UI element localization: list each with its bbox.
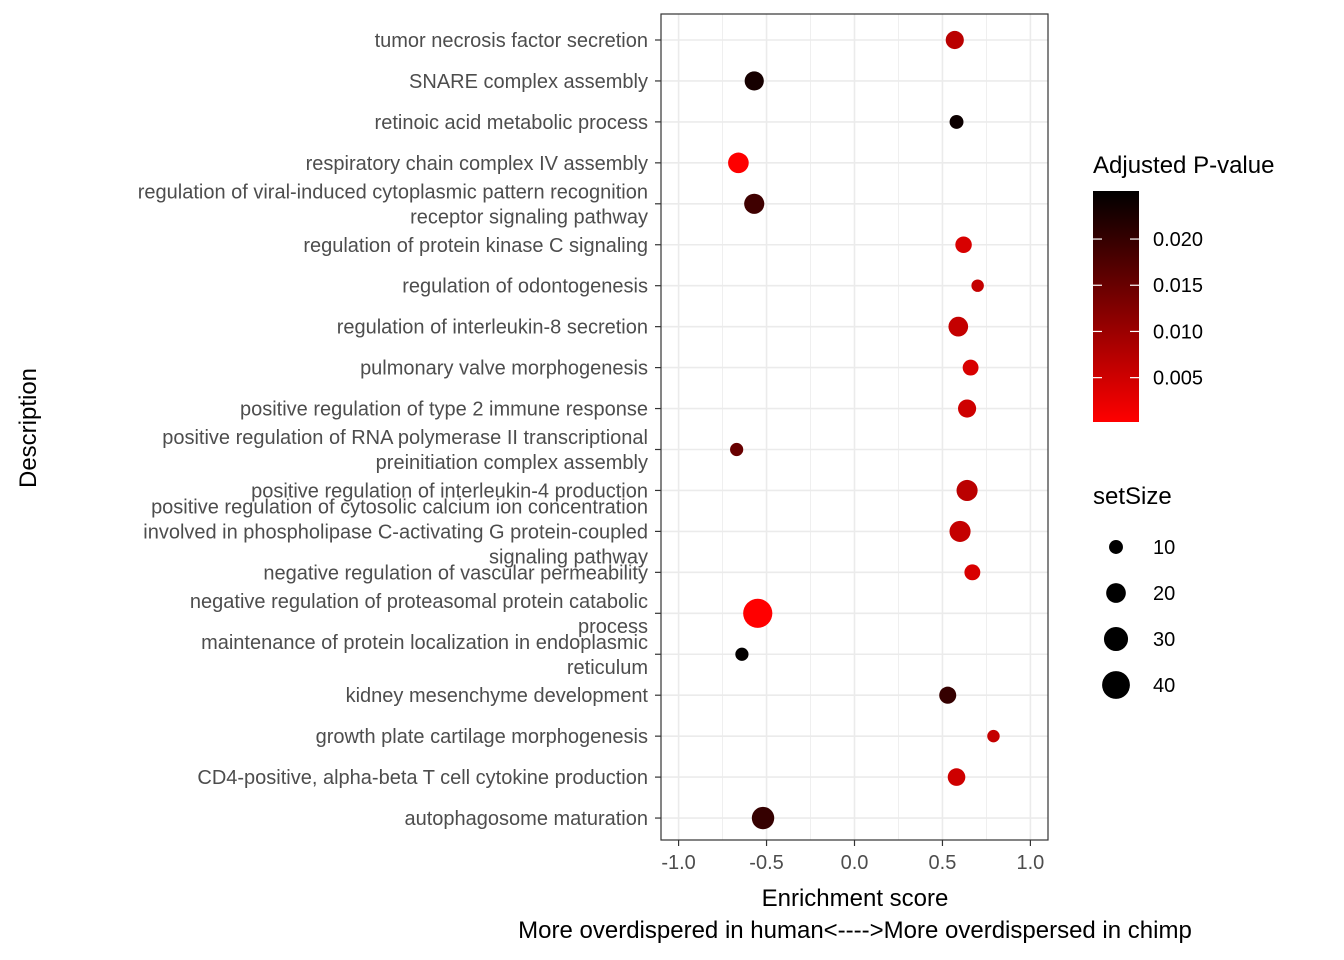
y-tick-label: regulation of viral-induced cytoplasmic … bbox=[138, 181, 648, 203]
x-tick-label: 0.0 bbox=[841, 852, 869, 874]
size-legend-key bbox=[1106, 583, 1126, 603]
y-tick-label: tumor necrosis factor secretion bbox=[375, 30, 648, 52]
y-tick-label: involved in phospholipase C-activating G… bbox=[143, 521, 648, 543]
size-legend: setSize 10 20 30 40 bbox=[1093, 483, 1175, 699]
color-legend-bar bbox=[1093, 191, 1139, 422]
y-tick-label: signaling pathway bbox=[489, 546, 648, 568]
y-tick-label: kidney mesenchyme development bbox=[346, 685, 649, 707]
data-point bbox=[730, 442, 744, 457]
y-axis-title: Description bbox=[15, 368, 42, 488]
data-point bbox=[955, 236, 972, 253]
data-point bbox=[728, 152, 749, 174]
data-point bbox=[947, 768, 966, 786]
y-tick-label: regulation of interleukin-8 secretion bbox=[337, 317, 648, 339]
size-legend-label: 20 bbox=[1153, 583, 1175, 605]
y-tick-label: receptor signaling pathway bbox=[410, 206, 648, 228]
color-legend-label: 0.010 bbox=[1153, 321, 1203, 343]
y-tick-label: positive regulation of cytosolic calcium… bbox=[151, 496, 648, 518]
y-axis-ticks: tumor necrosis factor secretion SNARE com… bbox=[138, 30, 661, 830]
data-point bbox=[958, 399, 977, 418]
y-tick-label: retinoic acid metabolic process bbox=[375, 112, 648, 134]
y-tick-label: autophagosome maturation bbox=[405, 808, 649, 830]
y-tick-label: positive regulation of RNA polymerase II… bbox=[162, 427, 648, 449]
y-tick-label: SNARE complex assembly bbox=[409, 71, 648, 93]
y-tick-label: negative regulation of proteasomal prote… bbox=[190, 591, 648, 613]
data-point bbox=[939, 686, 957, 704]
data-point bbox=[964, 564, 981, 581]
data-point bbox=[949, 520, 971, 542]
y-tick-label: positive regulation of type 2 immune res… bbox=[240, 399, 648, 421]
size-legend-key bbox=[1102, 671, 1130, 699]
data-point bbox=[962, 359, 979, 376]
data-point bbox=[987, 729, 1000, 743]
y-tick-label: maintenance of protein localization in e… bbox=[201, 632, 648, 654]
data-point bbox=[744, 193, 765, 214]
grid-lines bbox=[661, 14, 1048, 840]
color-legend-label: 0.015 bbox=[1153, 275, 1203, 297]
size-legend-key bbox=[1103, 626, 1129, 652]
size-legend-title: setSize bbox=[1093, 483, 1172, 510]
y-tick-label: CD4-positive, alpha-beta T cell cytokine… bbox=[197, 767, 648, 789]
size-legend-label: 40 bbox=[1153, 675, 1175, 697]
x-tick-label: 0.5 bbox=[929, 852, 957, 874]
y-tick-label: regulation of protein kinase C signaling bbox=[303, 235, 648, 257]
data-point bbox=[735, 647, 749, 661]
data-point bbox=[751, 806, 775, 830]
data-point bbox=[971, 279, 984, 292]
data-point bbox=[743, 598, 773, 628]
x-axis-ticks: -1.0 -0.5 0.0 0.5 1.0 bbox=[661, 840, 1044, 874]
color-legend: Adjusted P-value 0.020 0.015 0.010 0.005 bbox=[1093, 152, 1274, 422]
data-point bbox=[945, 30, 964, 50]
color-legend-label: 0.020 bbox=[1153, 229, 1203, 251]
data-point bbox=[744, 71, 764, 91]
y-tick-label: growth plate cartilage morphogenesis bbox=[316, 726, 648, 748]
x-axis-subtitle: More overdispered in human<---->More ove… bbox=[518, 917, 1192, 944]
y-tick-label: positive regulation of interleukin-4 pro… bbox=[251, 480, 648, 502]
size-legend-label: 10 bbox=[1153, 537, 1175, 559]
data-point bbox=[948, 316, 969, 337]
data-point bbox=[956, 479, 978, 502]
x-axis-title: Enrichment score bbox=[762, 885, 949, 912]
color-legend-label: 0.005 bbox=[1153, 368, 1203, 390]
color-legend-title: Adjusted P-value bbox=[1093, 152, 1274, 179]
y-tick-label: respiratory chain complex IV assembly bbox=[306, 153, 648, 175]
y-tick-label: process bbox=[578, 616, 648, 638]
data-points bbox=[728, 30, 1000, 830]
x-tick-label: 1.0 bbox=[1017, 852, 1045, 874]
x-tick-label: -1.0 bbox=[661, 852, 695, 874]
data-point bbox=[949, 114, 964, 129]
size-legend-label: 30 bbox=[1153, 629, 1175, 651]
y-tick-label: pulmonary valve morphogenesis bbox=[360, 358, 648, 380]
size-legend-key bbox=[1109, 540, 1123, 554]
y-tick-label: regulation of odontogenesis bbox=[402, 276, 648, 298]
x-tick-label: -0.5 bbox=[749, 852, 783, 874]
y-tick-label: preinitiation complex assembly bbox=[376, 452, 648, 474]
y-tick-label: reticulum bbox=[567, 657, 648, 679]
y-tick-label: negative regulation of vascular permeabi… bbox=[263, 562, 648, 584]
